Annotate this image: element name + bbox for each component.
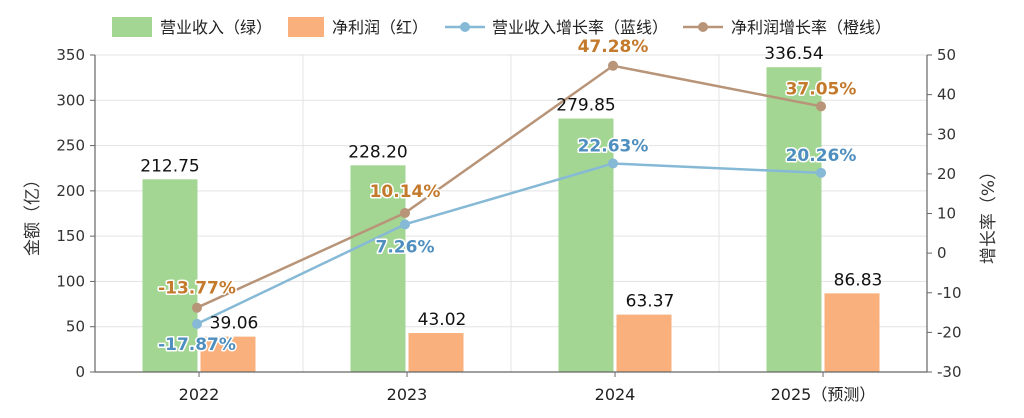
profit-growth-point <box>816 101 826 112</box>
left-tick-label: 350 <box>56 46 85 64</box>
left-tick-label: 100 <box>56 272 85 290</box>
right-tick-label: 10 <box>937 205 956 223</box>
x-tick-label: 2023 <box>387 385 428 404</box>
left-tick-label: 50 <box>66 318 85 336</box>
revenue-growth-rate-label: 20.26% <box>786 146 857 166</box>
right-tick-label: -30 <box>937 363 962 381</box>
right-tick-label: -20 <box>937 323 962 341</box>
legend-marker <box>460 22 470 32</box>
right-tick-label: 30 <box>937 125 956 143</box>
x-tick-label: 2022 <box>179 385 220 404</box>
left-tick-label: 150 <box>56 227 85 245</box>
revenue-value-label: 279.85 <box>556 96 615 116</box>
right-tick-label: 0 <box>937 244 947 262</box>
revenue-bar <box>350 165 406 372</box>
revenue-bar <box>766 67 822 372</box>
profit-bar <box>824 293 880 372</box>
profit-growth-point <box>400 207 410 218</box>
profit-value-label: 39.06 <box>210 314 259 334</box>
legend-swatch <box>288 17 324 37</box>
left-tick-label: 0 <box>75 363 85 381</box>
revenue-growth-point <box>816 167 826 178</box>
revenue-growth-rate-label: 22.63% <box>578 136 649 156</box>
profit-growth-point <box>192 302 202 313</box>
profit-value-label: 86.83 <box>834 270 883 290</box>
x-tick-label: 2025（预测） <box>771 385 876 404</box>
legend-label: 营业收入（绿） <box>160 18 272 37</box>
legend-swatch <box>112 17 152 37</box>
revenue-growth-point <box>608 158 618 169</box>
revenue-growth-rate-label: -17.87% <box>158 335 236 355</box>
data-labels: 212.75 228.20 279.85 336.54 39.06 43.02 63.37 8… <box>140 35 883 356</box>
revenue-value-label: 228.20 <box>348 142 407 162</box>
y2-axis-title: 增长率（%） <box>979 163 999 264</box>
revenue-value-label: 212.75 <box>140 156 199 176</box>
legend-label: 营业收入增长率（蓝线） <box>492 18 668 37</box>
profit-value-label: 43.02 <box>418 310 467 330</box>
profit-bar <box>408 333 464 372</box>
x-tick-label: 2024 <box>595 385 636 404</box>
right-tick-label: 50 <box>937 46 956 64</box>
left-tick-label: 300 <box>56 91 85 109</box>
right-tick-label: 20 <box>937 165 956 183</box>
profit-growth-rate-label: 10.14% <box>370 182 441 202</box>
bars <box>142 67 880 372</box>
revenue-growth-line <box>196 162 822 326</box>
profit-growth-point <box>608 60 618 71</box>
revenue-bar <box>142 179 198 372</box>
revenue-growth-rate-label: 7.26% <box>376 237 435 257</box>
left-tick-label: 250 <box>56 137 85 155</box>
legend-label: 净利润（红） <box>332 18 428 37</box>
right-tick-label: -10 <box>937 284 962 302</box>
y-axis-title: 金额（亿） <box>23 171 43 256</box>
revenue-value-label: 336.54 <box>764 44 823 64</box>
profit-bar <box>200 336 256 372</box>
profit-bar <box>616 314 672 372</box>
profit-growth-rate-label: 37.05% <box>786 79 857 99</box>
profit-value-label: 63.37 <box>626 292 675 312</box>
revenue-growth-point <box>400 219 410 230</box>
axes: 0 50 100 150 200 250 300 350 -30 -20 -10 0 10 20 30 40 5… <box>23 46 999 404</box>
profit-growth-line <box>196 64 822 309</box>
grid <box>95 54 927 373</box>
legend-marker <box>698 22 708 32</box>
revenue-growth-point <box>192 318 202 329</box>
legend-label: 净利润增长率（橙线） <box>731 18 891 37</box>
growth-lines <box>192 60 826 329</box>
profit-growth-rate-label: 47.28% <box>578 37 649 57</box>
profit-growth-rate-label: -13.77% <box>158 279 236 299</box>
legend: 营业收入（绿） 净利润（红） 营业收入增长率（蓝线） 净利润增长率（橙线） <box>112 17 891 37</box>
revenue-bar <box>558 118 614 372</box>
right-tick-label: 40 <box>937 86 956 104</box>
left-tick-label: 200 <box>56 182 85 200</box>
